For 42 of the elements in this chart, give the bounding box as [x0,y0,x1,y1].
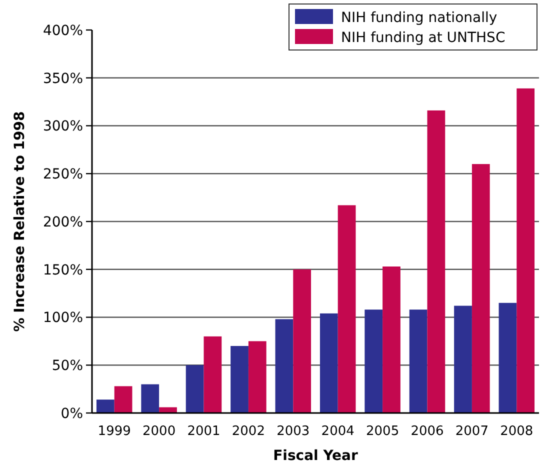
y-tick-label: 0% [60,406,83,422]
y-tick-label: 250% [42,166,83,183]
y-axis-title: % Increase Relative to 1998 [12,111,28,332]
legend-label: NIH funding at UNTHSC [341,30,506,46]
bar [275,319,294,413]
x-tick-label: 2005 [366,424,400,439]
y-tick-label: 100% [42,310,83,326]
bar [516,88,535,413]
y-tick-label: 200% [42,214,83,230]
x-tick-label: 1999 [98,424,131,439]
x-tick-label: 2004 [321,424,354,439]
x-tick-label: 2006 [410,424,444,439]
y-tick-label: 300% [42,118,83,135]
bar [338,205,356,413]
bar [186,365,204,413]
bar [141,384,160,413]
x-tick-label: 2001 [187,424,220,439]
legend-label: NIH funding nationally [341,10,498,26]
x-tick-label: 2003 [276,424,310,439]
bar [454,306,472,413]
bar [427,110,446,413]
y-tick-label: 400% [42,22,83,39]
x-axis-title: Fiscal Year [273,448,358,464]
y-tick-label: 350% [42,70,83,87]
x-tick-label: 2007 [455,424,488,439]
bar [114,386,132,413]
bar [96,400,114,413]
bar [409,310,428,413]
bar [248,341,266,413]
y-tick-label: 150% [42,262,83,278]
bar [472,164,490,413]
y-tick-label: 50% [52,358,83,374]
bar [364,310,383,413]
bar [498,302,517,413]
bar [204,336,222,413]
bar [382,266,400,413]
x-tick-label: 2002 [232,424,265,439]
x-tick-label: 2000 [142,424,176,439]
x-tick-label: 2008 [500,424,534,439]
bar [230,346,248,413]
bar [320,313,338,413]
bar [293,269,312,413]
